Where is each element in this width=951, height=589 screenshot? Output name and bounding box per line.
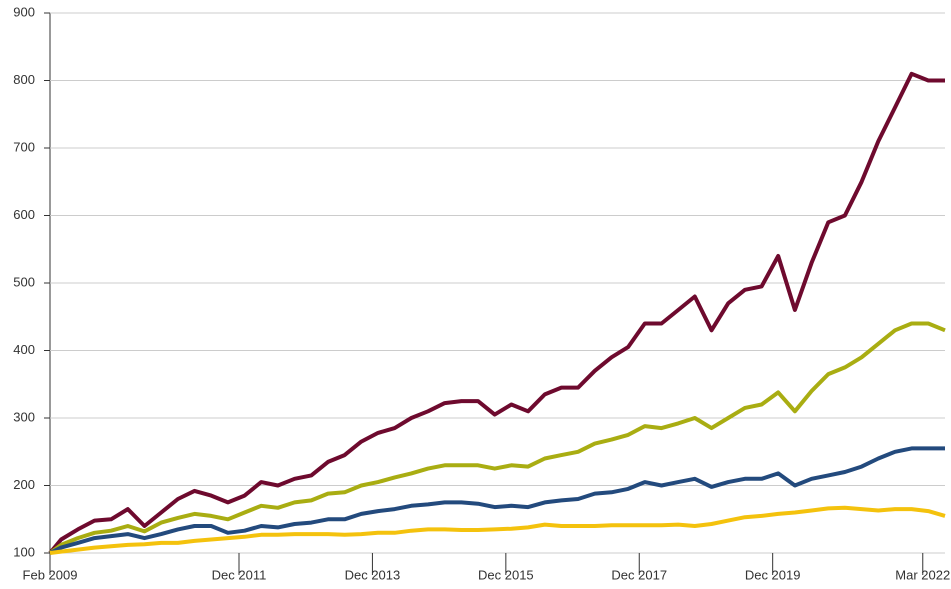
y-tick-label: 200 bbox=[13, 477, 35, 492]
y-tick-label: 700 bbox=[13, 139, 35, 154]
x-tick-label: Dec 2011 bbox=[212, 567, 267, 582]
y-tick-label: 900 bbox=[13, 4, 35, 19]
x-tick-label: Mar 2022 bbox=[895, 567, 950, 582]
x-tick-label: Feb 2009 bbox=[23, 567, 78, 582]
y-tick-label: 300 bbox=[13, 409, 35, 424]
y-tick-label: 800 bbox=[13, 72, 35, 87]
series-line bbox=[48, 321, 946, 555]
x-tick-label: Dec 2013 bbox=[345, 567, 401, 582]
y-tick-label: 500 bbox=[13, 274, 35, 289]
series-line bbox=[49, 505, 946, 555]
y-tick-label: 100 bbox=[13, 544, 35, 559]
y-tick-label: 400 bbox=[13, 342, 35, 357]
series-line bbox=[49, 446, 945, 555]
x-tick-label: Dec 2019 bbox=[745, 567, 801, 582]
x-tick-label: Dec 2015 bbox=[478, 567, 534, 582]
y-tick-label: 600 bbox=[13, 207, 35, 222]
x-tick-label: Dec 2017 bbox=[611, 567, 667, 582]
series-line bbox=[48, 71, 945, 555]
